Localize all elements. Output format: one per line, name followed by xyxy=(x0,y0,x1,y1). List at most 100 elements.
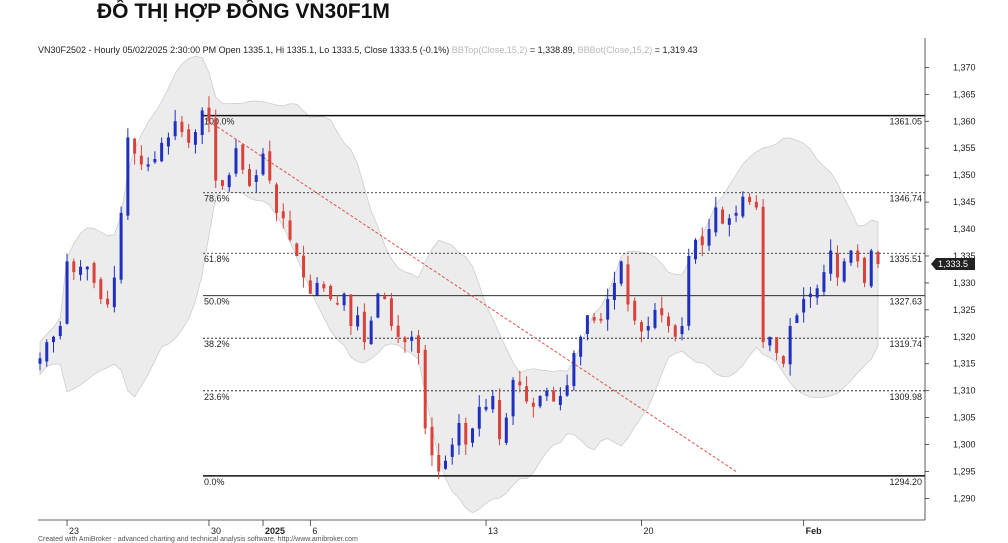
fib-percent-label: 100.0% xyxy=(204,117,235,127)
y-tick-label: 1,295 xyxy=(953,467,976,477)
candle-body xyxy=(795,315,799,323)
candle-body xyxy=(714,207,718,233)
candle-body xyxy=(261,153,265,175)
candle-body xyxy=(106,298,110,305)
candle-body xyxy=(808,293,812,298)
candle-body xyxy=(302,255,306,278)
candle-body xyxy=(126,137,130,216)
candle-body xyxy=(727,218,731,225)
fib-value-label: 1361.05 xyxy=(889,117,922,127)
candle-body xyxy=(248,169,251,186)
candle-body xyxy=(829,250,833,274)
candle-body xyxy=(329,285,333,300)
candle-body xyxy=(254,175,258,182)
candle-body xyxy=(525,386,529,402)
y-tick-label: 1,370 xyxy=(953,62,976,72)
candle-body xyxy=(295,243,299,256)
candle-body xyxy=(369,320,373,345)
x-tick-label: Feb xyxy=(806,526,823,536)
candle-body xyxy=(721,209,725,224)
candle-body xyxy=(180,121,184,133)
candle-body xyxy=(511,379,515,417)
fib-value-label: 1327.63 xyxy=(889,297,922,307)
fib-value-label: 1319.74 xyxy=(889,339,922,349)
candle-body xyxy=(707,229,711,246)
candle-body xyxy=(139,155,143,165)
candle-body xyxy=(45,342,49,362)
candle-body xyxy=(768,336,772,346)
candle-body xyxy=(38,358,42,364)
candle-body xyxy=(315,282,319,296)
candle-body xyxy=(450,444,454,457)
candle-body xyxy=(558,396,562,406)
candle-body xyxy=(741,196,745,217)
fib-percent-label: 23.6% xyxy=(204,392,230,402)
candle-body xyxy=(862,257,866,283)
y-tick-label: 1,355 xyxy=(953,143,976,153)
candle-body xyxy=(565,385,569,396)
candle-body xyxy=(430,426,434,456)
candle-body xyxy=(748,196,752,203)
fib-percent-label: 0.0% xyxy=(204,477,225,487)
candle-body xyxy=(308,280,312,294)
candle-body xyxy=(376,293,380,318)
candle-body xyxy=(349,294,353,327)
candle-body xyxy=(585,315,589,334)
candle-body xyxy=(653,309,657,328)
candle-body xyxy=(626,264,630,305)
y-tick-label: 1,315 xyxy=(953,359,976,369)
candle-body xyxy=(781,356,785,364)
fibonacci-levels: 100.0% 1361.05 78.6% 1346.74 61.8% 1335.51 50.… xyxy=(203,114,925,487)
candle-body xyxy=(822,272,826,292)
y-tick-label: 1,300 xyxy=(953,440,976,450)
candle-body xyxy=(153,158,157,163)
candle-body xyxy=(761,206,765,343)
candle-body xyxy=(849,250,853,263)
candle-body xyxy=(477,406,481,429)
candle-body xyxy=(146,164,150,167)
y-tick-label: 1,305 xyxy=(953,413,976,423)
candle-body xyxy=(680,326,684,335)
x-tick-label: 6 xyxy=(312,526,317,536)
candle-body xyxy=(619,261,623,284)
candle-body xyxy=(842,261,846,282)
candle-body xyxy=(491,396,495,410)
candle-body xyxy=(403,337,407,343)
last-price-badge xyxy=(931,258,975,271)
candle-body xyxy=(72,261,76,273)
candle-body xyxy=(52,336,56,343)
candle-body xyxy=(775,337,779,353)
y-tick-label: 1,340 xyxy=(953,224,976,234)
candle-body xyxy=(92,262,96,283)
candle-body xyxy=(416,335,420,353)
candle-body xyxy=(667,316,670,327)
candle-body xyxy=(700,236,704,246)
candle-body xyxy=(633,300,637,321)
x-tick-label: 13 xyxy=(488,526,498,536)
y-tick-label: 1,360 xyxy=(953,116,976,126)
fib-percent-label: 78.6% xyxy=(204,194,230,204)
candle-body xyxy=(322,284,326,289)
candle-body xyxy=(471,428,475,443)
candle-body xyxy=(193,132,197,145)
last-price-label: 1,333.5 xyxy=(938,259,968,269)
fib-value-label: 1294.20 xyxy=(889,477,922,487)
candle-body xyxy=(869,250,873,287)
candle-body xyxy=(160,142,164,162)
fib-value-label: 1309.98 xyxy=(889,392,922,402)
candle-body xyxy=(646,326,650,331)
candle-body xyxy=(754,201,758,208)
candle-body xyxy=(437,454,441,472)
candle-body xyxy=(457,423,461,446)
candle-body xyxy=(133,138,137,154)
candle-body xyxy=(342,293,346,306)
candle-body xyxy=(788,326,792,365)
candle-body xyxy=(281,211,285,219)
candle-body xyxy=(119,212,123,280)
candle-body xyxy=(545,390,549,397)
candle-body xyxy=(612,282,616,301)
fib-percent-label: 50.0% xyxy=(204,297,230,307)
candle-body xyxy=(856,250,860,262)
candle-body xyxy=(815,288,819,298)
